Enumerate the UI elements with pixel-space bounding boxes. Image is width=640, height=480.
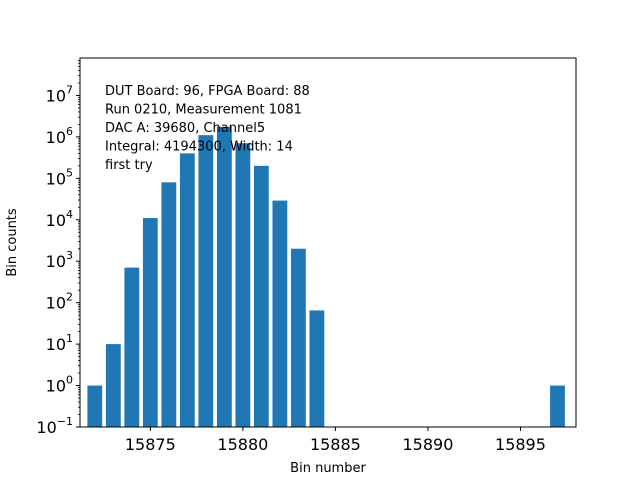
annotation-line: DAC A: 39680, Channel5 xyxy=(105,121,265,136)
bar-15877 xyxy=(179,153,195,427)
bar-15878 xyxy=(198,135,214,427)
annotation-line: first try xyxy=(105,158,153,173)
annotation-block: DUT Board: 96, FPGA Board: 88 Run 0210, M… xyxy=(105,84,310,173)
x-tick-label: 15885 xyxy=(310,435,361,454)
x-tick-label: 15880 xyxy=(217,435,268,454)
bar-15873 xyxy=(105,344,121,427)
bar-series xyxy=(87,126,565,428)
x-tick-label: 15895 xyxy=(495,435,546,454)
y-tick-label: 107 xyxy=(46,83,73,105)
bar-15883 xyxy=(290,248,306,427)
y-tick-label: 106 xyxy=(46,125,73,147)
bar-15881 xyxy=(253,165,269,428)
y-tick-label: 105 xyxy=(46,166,73,188)
y-tick-label: 101 xyxy=(46,332,73,354)
y-tick-label: 103 xyxy=(46,249,73,271)
x-axis-title: Bin number xyxy=(290,461,366,476)
bar-15880 xyxy=(235,143,251,427)
annotation-line: Integral: 4194300, Width: 14 xyxy=(105,140,293,155)
y-tick-label: 100 xyxy=(46,374,73,396)
bar-15876 xyxy=(161,182,177,427)
x-axis: 15875 15880 15885 15890 15895 xyxy=(125,427,546,454)
y-tick-label: 102 xyxy=(46,291,73,313)
y-tick-label: 10−1 xyxy=(36,415,73,437)
bar-15874 xyxy=(124,267,140,427)
x-tick-label: 15890 xyxy=(402,435,453,454)
bar-15882 xyxy=(272,200,288,427)
bar-15872 xyxy=(87,385,103,427)
annotation-line: DUT Board: 96, FPGA Board: 88 xyxy=(105,84,310,99)
y-axis-title: Bin counts xyxy=(5,208,20,277)
bar-15884 xyxy=(309,310,325,427)
plot-frame xyxy=(79,57,577,428)
x-tick-label: 15875 xyxy=(125,435,176,454)
bar-15879 xyxy=(216,126,232,428)
annotation-line: Run 0210, Measurement 1081 xyxy=(105,103,302,118)
y-axis: 10−1 100 101 102 103 104 105 106 107 xyxy=(36,60,80,437)
bar-15897 xyxy=(550,385,565,427)
bar-15875 xyxy=(142,218,158,427)
y-tick-label: 104 xyxy=(46,208,73,230)
